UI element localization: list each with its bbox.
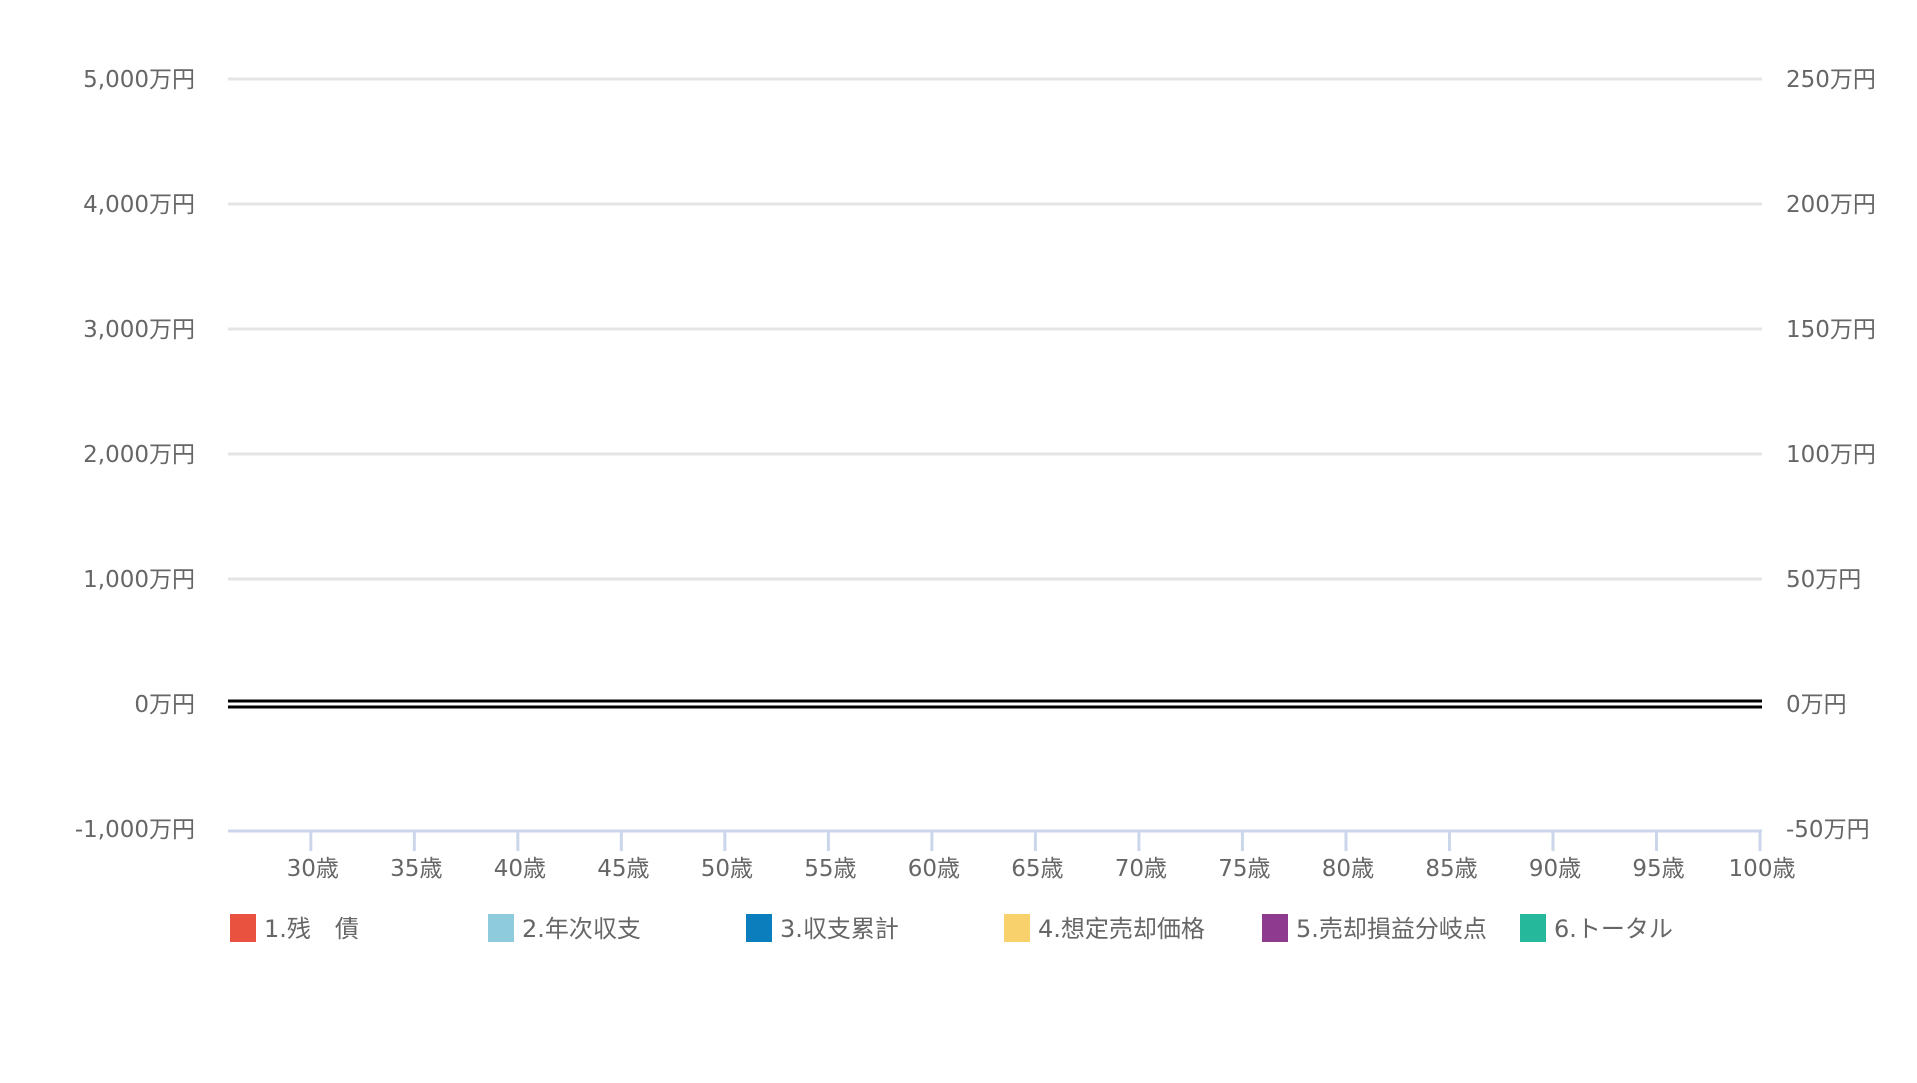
grid-lines [228,77,1762,709]
right-y-tick-label: 150万円 [1786,317,1876,343]
right-y-tick-label: 100万円 [1786,442,1876,468]
left-y-tick-label: 0万円 [134,692,195,718]
legend-item[interactable]: 4.想定売却価格 [1004,914,1205,943]
legend-swatch [488,914,514,942]
x-tick-label: 95歳 [1632,856,1684,882]
left-y-tick-label: 3,000万円 [83,317,195,343]
x-tick-label: 60歳 [908,856,960,882]
x-tick-label: 45歳 [597,856,649,882]
left-y-tick-label: -1,000万円 [75,817,195,843]
x-tick-label: 75歳 [1218,856,1270,882]
left-y-tick-label: 2,000万円 [83,442,195,468]
legend-label: 2.年次収支 [522,915,641,943]
legend-label: 5.売却損益分岐点 [1296,915,1487,943]
x-tick-label: 70歳 [1115,856,1167,882]
left-y-axis: -1,000万円 0万円 1,000万円 2,000万円 3,000万円 4,000万円 5… [75,67,195,843]
x-axis: 30歳 35歳 40歳 45歳 50歳 55歳 60歳 65歳 70歳 75歳 80歳 85歳 90歳 9… [228,829,1796,882]
x-tick-label: 55歳 [804,856,856,882]
legend-item[interactable]: 1.残 債 [230,914,359,943]
right-y-axis: -50万円 0万円 50万円 100万円 150万円 200万円 250万円 [1786,67,1876,843]
legend-item[interactable]: 3.収支累計 [746,914,899,943]
legend-item[interactable]: 5.売却損益分岐点 [1262,914,1487,943]
x-tick-label: 40歳 [494,856,546,882]
legend-swatch [1004,914,1030,942]
legend-swatch [746,914,772,942]
x-tick-label: 30歳 [287,856,339,882]
legend-label: 1.残 債 [264,915,359,943]
legend-label: 3.収支累計 [780,915,899,943]
left-y-tick-label: 1,000万円 [83,567,195,593]
right-y-tick-label: -50万円 [1786,817,1870,843]
x-tick-label: 65歳 [1011,856,1063,882]
x-tick-label: 35歳 [390,856,442,882]
legend-swatch [1262,914,1288,942]
right-y-tick-label: 250万円 [1786,67,1876,93]
x-tick-label: 85歳 [1425,856,1477,882]
x-tick-label: 50歳 [701,856,753,882]
legend-label: 6.トータル [1554,915,1673,943]
legend-swatch [230,914,256,942]
legend-item[interactable]: 2.年次収支 [488,914,641,943]
right-y-tick-label: 0万円 [1786,692,1847,718]
x-tick-label: 80歳 [1322,856,1374,882]
right-y-tick-label: 50万円 [1786,567,1861,593]
legend-item[interactable]: 6.トータル [1520,914,1673,943]
x-tick-label: 100歳 [1729,856,1796,882]
x-tick-label: 90歳 [1529,856,1581,882]
legend-swatch [1520,914,1546,942]
legend: 1.残 債 2.年次収支 3.収支累計 4.想定売却価格 5.売却損益分岐点 6.トータル [230,914,1673,943]
right-y-tick-label: 200万円 [1786,192,1876,218]
left-y-tick-label: 5,000万円 [83,67,195,93]
left-y-tick-label: 4,000万円 [83,192,195,218]
legend-label: 4.想定売却価格 [1038,915,1205,943]
